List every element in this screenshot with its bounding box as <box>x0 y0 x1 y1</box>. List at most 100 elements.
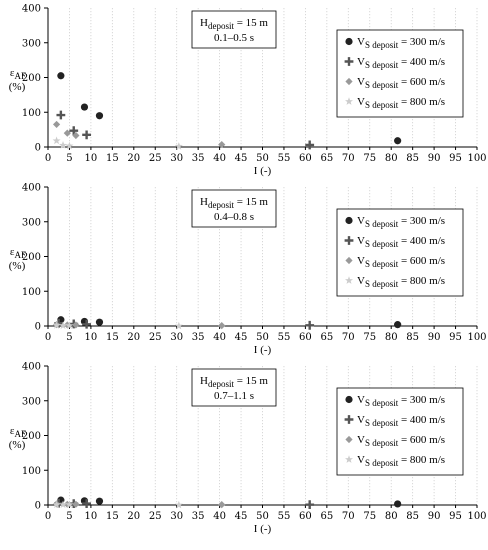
x-tick-label: 85 <box>406 153 419 164</box>
y-tick-label: 200 <box>22 431 41 442</box>
x-tick-label: 65 <box>320 153 333 164</box>
legend-label: VS deposit = 400 m/s <box>357 56 445 70</box>
x-tick-label: 40 <box>213 511 226 522</box>
x-tick-label: 70 <box>342 332 355 343</box>
annotation-line-2: 0.4–0.8 s <box>214 211 254 223</box>
marker-star <box>59 500 68 509</box>
x-tick-label: 35 <box>192 332 205 343</box>
x-tick-label: 25 <box>149 153 162 164</box>
x-tick-label: 70 <box>342 511 355 522</box>
x-tick-label: 30 <box>170 153 183 164</box>
legend-label: VS deposit = 300 m/s <box>357 394 445 408</box>
legend-label-value: = 600 m/s <box>398 76 445 88</box>
marker-star <box>52 500 61 509</box>
legend-label-subscript: S deposit <box>365 60 399 70</box>
x-tick-label: 10 <box>85 511 98 522</box>
annotation-line-1: Hdeposit = 15 m <box>200 375 268 389</box>
x-tick-label: 35 <box>192 153 205 164</box>
legend-label-value: = 600 m/s <box>398 434 445 446</box>
y-axis-label: εAF <box>10 67 26 81</box>
annotation-box <box>191 189 277 228</box>
marker-plus <box>344 236 354 245</box>
marker-diamond <box>63 129 71 137</box>
marker-star <box>52 136 61 145</box>
panel-2: 0 100 200 300 400 0 5 10 15 20 25 30 35 40 45 50 55 60 65 7… <box>9 183 487 357</box>
x-axis-label: I (-) <box>254 165 272 177</box>
marker-circle <box>394 321 402 329</box>
legend-label-symbol: V <box>357 96 365 108</box>
x-tick-label: 45 <box>235 332 248 343</box>
x-tick-label: 55 <box>278 332 291 343</box>
legend-label: VS deposit = 400 m/s <box>357 414 445 428</box>
annotation-symbol: H <box>200 196 208 208</box>
legend-label-value: = 400 m/s <box>398 56 445 68</box>
legend-label-subscript: S deposit <box>365 40 399 50</box>
x-tick-label: 25 <box>149 511 162 522</box>
x-tick-label: 45 <box>235 511 248 522</box>
legend-label-subscript: S deposit <box>365 438 399 448</box>
series-3 <box>52 500 226 509</box>
annotation-symbol: H <box>200 375 208 387</box>
legend-label-subscript: S deposit <box>365 279 399 289</box>
x-tick-label: 75 <box>363 511 376 522</box>
y-axis-unit: (%) <box>9 439 26 451</box>
x-tick-label: 55 <box>278 511 291 522</box>
annotation-symbol: H <box>200 17 208 29</box>
marker-circle <box>95 318 104 326</box>
legend-label: VS deposit = 800 m/s <box>357 275 445 289</box>
marker-plus <box>305 140 315 150</box>
y-tick-label: 0 <box>35 143 41 154</box>
x-tick-label: 15 <box>106 153 119 164</box>
annotation-line-1: Hdeposit = 15 m <box>200 196 268 210</box>
x-tick-label: 5 <box>66 332 72 343</box>
legend-label-value: = 800 m/s <box>398 454 445 466</box>
y-axis-unit: (%) <box>9 260 26 272</box>
x-tick-label: 95 <box>449 511 462 522</box>
x-tick-label: 100 <box>467 153 486 164</box>
x-tick-label: 60 <box>299 153 312 164</box>
marker-star <box>174 142 183 150</box>
marker-diamond <box>218 501 226 509</box>
legend-label-symbol: V <box>357 394 365 406</box>
x-tick-label: 90 <box>428 511 441 522</box>
marker-plus <box>82 319 92 329</box>
y-tick-label: 100 <box>22 287 41 298</box>
legend-label-symbol: V <box>357 275 365 287</box>
marker-circle <box>394 500 402 508</box>
legend-label-symbol: V <box>357 454 365 466</box>
annotation-line-2: 0.1–0.5 s <box>214 32 254 44</box>
legend-label: VS deposit = 800 m/s <box>357 454 445 468</box>
x-tick-label: 80 <box>385 153 398 164</box>
marker-star <box>65 321 74 330</box>
marker-star <box>59 141 68 149</box>
x-tick-label: 50 <box>256 511 269 522</box>
series-1 <box>57 496 402 508</box>
legend-label: VS deposit = 600 m/s <box>357 255 445 269</box>
y-axis-label-subscript: AF <box>15 71 27 81</box>
legend-label-symbol: V <box>357 215 365 227</box>
marker-circle <box>345 216 353 225</box>
y-tick-label: 300 <box>22 38 41 49</box>
x-tick-label: 100 <box>467 511 486 522</box>
legend-label-symbol: V <box>357 235 365 247</box>
legend-label-subscript: S deposit <box>365 80 399 90</box>
y-tick-label: 200 <box>22 252 41 263</box>
marker-plus <box>305 500 315 510</box>
annotation-value: = 15 m <box>234 17 268 29</box>
marker-star <box>174 321 183 330</box>
x-axis-label: I (-) <box>254 344 272 356</box>
marker-diamond <box>218 140 226 149</box>
marker-star <box>59 321 68 330</box>
annotation-line-2: 0.7–1.1 s <box>214 390 254 402</box>
marker-plus <box>69 126 79 136</box>
series-2 <box>56 110 315 150</box>
legend-label-subscript: S deposit <box>365 100 399 110</box>
x-tick-label: 10 <box>85 153 98 164</box>
x-tick-label: 75 <box>363 332 376 343</box>
marker-plus <box>305 320 315 330</box>
x-tick-label: 0 <box>45 332 51 343</box>
x-tick-label: 45 <box>235 153 248 164</box>
legend-box <box>336 387 464 476</box>
marker-plus <box>56 110 66 120</box>
y-tick-label: 200 <box>22 73 41 84</box>
